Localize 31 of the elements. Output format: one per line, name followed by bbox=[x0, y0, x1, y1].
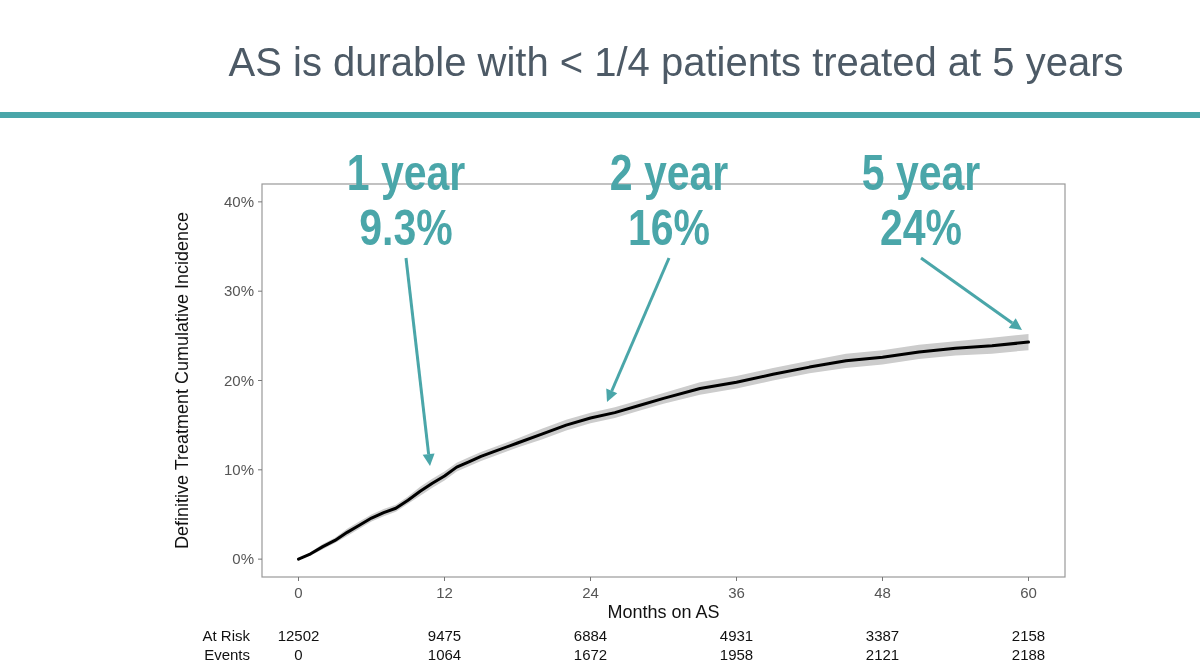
x-tick-label: 24 bbox=[582, 584, 599, 601]
text: Events bbox=[204, 646, 250, 663]
x-tick-label: 12 bbox=[436, 584, 453, 601]
text: 1672 bbox=[573, 646, 608, 663]
text: 9475 bbox=[427, 627, 462, 644]
text: 6884 bbox=[573, 627, 608, 644]
text: 2121 bbox=[865, 646, 900, 663]
y-tick-label: 40% bbox=[223, 193, 254, 211]
text: At Risk bbox=[202, 627, 251, 644]
text: 12502 bbox=[277, 627, 320, 644]
x-axis-title: Months on AS bbox=[607, 602, 720, 622]
x-tick-label: 60 bbox=[1020, 584, 1037, 601]
y-tick-label: 0% bbox=[232, 550, 254, 568]
annotation: 1 year 9.3% bbox=[346, 145, 466, 256]
y-tick-label: 20% bbox=[223, 371, 254, 389]
text: 1064 bbox=[427, 646, 462, 663]
text: 2188 bbox=[1011, 646, 1046, 663]
text: 2158 bbox=[1011, 627, 1046, 644]
annotation: 2 year 16% bbox=[609, 145, 729, 256]
y-axis-title: Definitive Treatment Cumulative Incidence bbox=[172, 211, 192, 550]
y-tick-label: 30% bbox=[223, 282, 254, 300]
y-tick-label: 10% bbox=[223, 461, 254, 479]
x-tick-label: 36 bbox=[728, 584, 745, 601]
text: 4931 bbox=[719, 627, 754, 644]
x-tick-label: 0 bbox=[294, 584, 303, 601]
chart-title: AS is durable with < 1/4 patients treated at 5 years bbox=[228, 40, 1124, 84]
text: 3387 bbox=[865, 627, 900, 644]
text: 1958 bbox=[719, 646, 754, 663]
x-tick-label: 48 bbox=[874, 584, 891, 601]
annotation: 5 year 24% bbox=[861, 145, 981, 256]
text: 0 bbox=[294, 646, 303, 663]
